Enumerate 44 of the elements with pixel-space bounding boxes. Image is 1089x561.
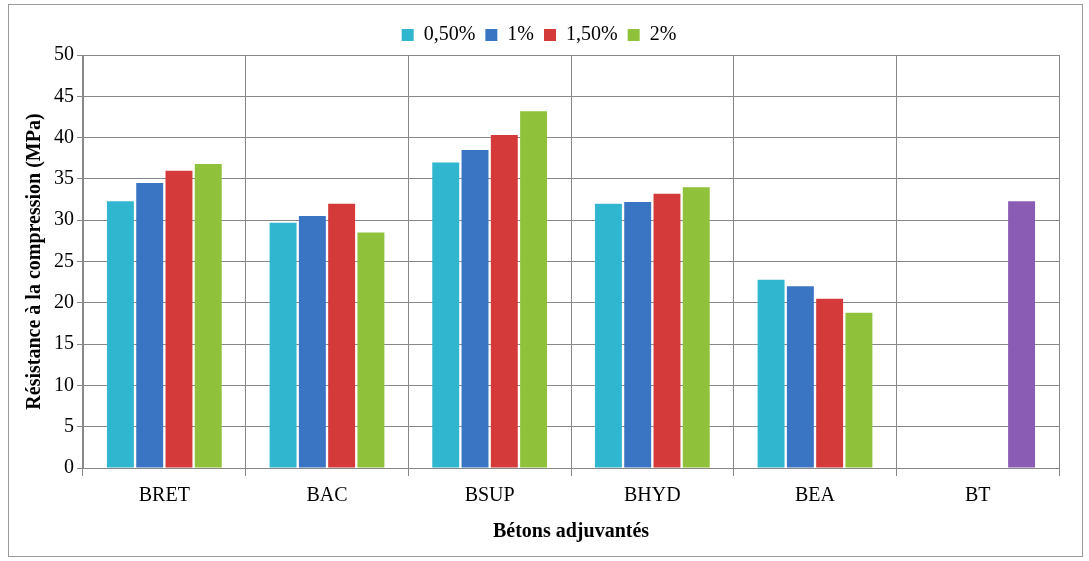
bar: [786, 286, 814, 468]
bar: [136, 183, 164, 468]
bar: [757, 279, 785, 468]
bar: [269, 222, 297, 468]
bar: [298, 216, 326, 468]
bar: [682, 187, 710, 468]
y-tick-label: 15: [54, 331, 74, 354]
legend-label: 0,50%: [423, 22, 476, 45]
y-tick-label: 0: [64, 455, 74, 478]
x-tick-label: BAC: [306, 483, 348, 506]
x-tick-label: BRET: [138, 483, 190, 506]
y-tick-label: 45: [54, 83, 74, 106]
bar: [845, 312, 873, 468]
y-tick-label: 25: [54, 248, 74, 271]
y-tick-label: 35: [54, 166, 74, 189]
legend-label: 1,50%: [566, 22, 618, 45]
x-tick-label: BSUP: [464, 483, 515, 506]
bar: [432, 162, 460, 468]
y-tick-label: 20: [54, 290, 74, 313]
bar: [357, 232, 385, 468]
bar: [624, 202, 652, 468]
y-tick-label: 40: [54, 124, 74, 147]
bar: [1008, 201, 1036, 468]
bar: [816, 298, 844, 468]
y-tick-label: 50: [54, 42, 74, 65]
x-tick-label: BT: [964, 483, 991, 506]
y-tick-label: 10: [54, 372, 74, 395]
bar: [490, 135, 518, 468]
bar: [194, 164, 222, 468]
bar: [520, 111, 548, 468]
bar: [653, 193, 681, 468]
y-tick-label: 30: [54, 207, 74, 230]
bar: [594, 203, 622, 468]
y-axis-title: Résistance à la compression (MPa): [22, 113, 46, 410]
bar: [165, 170, 193, 468]
bar: [461, 149, 489, 468]
bar: [106, 201, 134, 468]
y-tick-label: 5: [64, 413, 74, 436]
x-tick-label: BEA: [795, 483, 836, 506]
legend-label: 1%: [507, 22, 535, 45]
bar: [328, 203, 356, 468]
legend-label: 2%: [649, 22, 677, 45]
x-tick-label: BHYD: [624, 483, 681, 506]
x-axis-title: Bétons adjuvantés: [492, 519, 650, 543]
